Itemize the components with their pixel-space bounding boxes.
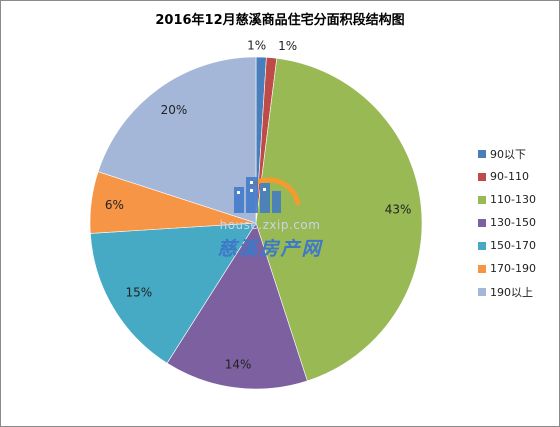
legend-item-170-190: 170-190	[478, 257, 536, 280]
watermark-url: house.zxip.com	[219, 218, 321, 232]
legend-label: 130-150	[490, 216, 536, 229]
slice-label-90以下: 1%	[247, 39, 266, 53]
legend-item-130-150: 130-150	[478, 211, 536, 234]
legend-label: 170-190	[490, 262, 536, 275]
legend-swatch	[478, 241, 486, 250]
legend: 90以下 90-110 110-130 130-150 150-170 170-190 19…	[478, 142, 536, 303]
watermark: house.zxip.com 慈溪房产网	[200, 163, 340, 263]
pie-slice-110-130	[255, 57, 423, 382]
legend-item-190以上: 190以上	[478, 280, 536, 303]
legend-item-90以下: 90以下	[478, 142, 536, 165]
slice-label-130-150: 14%	[225, 358, 252, 372]
legend-swatch	[478, 218, 486, 227]
pie-slice-150-170	[90, 222, 257, 364]
chart-title: 2016年12月慈溪商品住宅分面积段结构图	[155, 13, 405, 28]
slice-label-170-190: 6%	[105, 198, 124, 212]
legend-label: 110-130	[490, 193, 536, 206]
legend-swatch	[478, 195, 486, 204]
legend-label: 90-110	[490, 170, 529, 183]
slice-label-190以上: 20%	[161, 103, 188, 117]
legend-item-150-170: 150-170	[478, 234, 536, 257]
slice-label-90-110: 1%	[278, 39, 297, 53]
pie-slice-190以上	[97, 56, 257, 224]
legend-item-90-110: 90-110	[478, 165, 536, 188]
legend-swatch	[478, 287, 486, 296]
legend-label: 90以下	[490, 147, 526, 161]
legend-label: 190以上	[490, 285, 533, 299]
legend-label: 150-170	[490, 239, 536, 252]
watermark-logo-icon	[234, 177, 301, 213]
watermark-brand: 慈溪房产网	[217, 238, 323, 260]
legend-item-110-130: 110-130	[478, 188, 536, 211]
slice-label-150-170: 15%	[125, 285, 152, 299]
legend-swatch	[478, 172, 486, 181]
pie-slice-130-150	[166, 222, 308, 390]
slice-label-110-130: 43%	[385, 203, 412, 217]
legend-swatch	[478, 149, 486, 158]
legend-swatch	[478, 264, 486, 273]
